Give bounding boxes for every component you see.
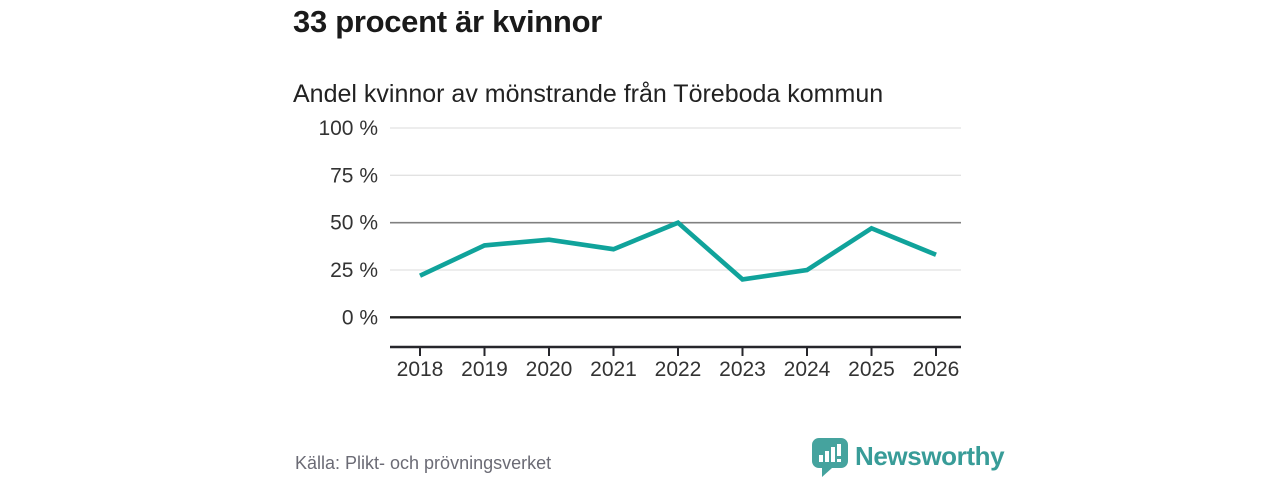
x-tick-label: 2021	[590, 358, 637, 381]
x-tick-label: 2023	[719, 358, 766, 381]
exclamation-dot	[837, 459, 841, 462]
brand-wordmark: Newsworthy	[855, 441, 1005, 471]
x-tick-label: 2022	[655, 358, 702, 381]
x-tick-label: 2024	[784, 358, 831, 381]
bar-chart-glyph	[819, 444, 841, 462]
y-tick-label: 0 %	[342, 306, 378, 329]
y-tick-label: 50 %	[330, 212, 378, 235]
data-series-line	[419, 220, 937, 282]
page-title: 33 procent är kvinnor	[293, 4, 602, 39]
chart-subtitle: Andel kvinnor av mönstrande från Törebod…	[293, 80, 884, 108]
x-tick-label: 2025	[848, 358, 895, 381]
x-tick-label: 2019	[461, 358, 508, 381]
y-tick-label: 25 %	[330, 259, 378, 282]
speech-bubble-shape	[812, 438, 848, 477]
exclamation-bar	[837, 444, 841, 456]
newsworthy-logo: Newsworthy	[812, 438, 1005, 478]
y-tick-label: 75 %	[330, 164, 378, 187]
x-tick-label: 2020	[526, 358, 573, 381]
x-tick-label: 2026	[913, 358, 960, 381]
source-note: Källa: Plikt- och prövningsverket	[295, 453, 552, 473]
y-tick-label: 100 %	[318, 117, 378, 140]
newsworthy-bubble-chart-icon	[812, 438, 848, 477]
x-tick-label: 2018	[397, 358, 444, 381]
